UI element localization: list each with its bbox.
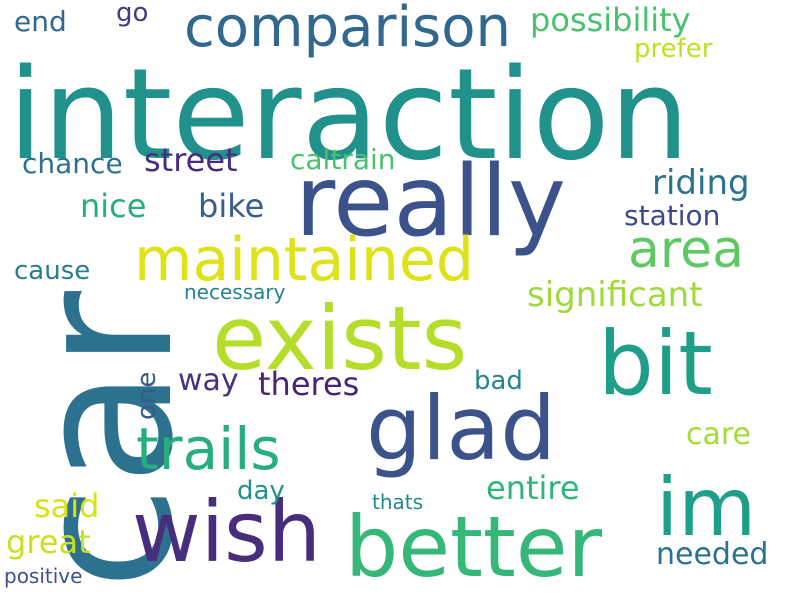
word-great: great — [6, 523, 91, 561]
word-really: really — [295, 145, 566, 259]
word-entire: entire — [486, 469, 580, 507]
word-glad: glad — [366, 377, 557, 480]
word-area: area — [628, 220, 744, 280]
word-maintained: maintained — [134, 225, 474, 295]
word-way: way — [178, 363, 239, 398]
word-street: street — [144, 141, 238, 179]
word-end: end — [14, 5, 67, 38]
word-nice: nice — [80, 187, 147, 225]
word-go: go — [116, 0, 149, 28]
word-thats: thats — [372, 490, 424, 514]
word-prefer: prefer — [634, 34, 713, 64]
word-comparison: comparison — [184, 0, 511, 60]
word-said: said — [34, 487, 100, 525]
word-exists: exists — [212, 287, 468, 390]
word-necessary: necessary — [184, 280, 286, 304]
word-cause: cause — [14, 256, 91, 286]
word-better: better — [345, 498, 603, 596]
word-bad: bad — [474, 366, 523, 396]
word-possibility: possibility — [530, 1, 691, 39]
word-interaction: interaction — [8, 41, 690, 188]
word-trails: trails — [136, 415, 281, 483]
word-wish: wish — [132, 483, 322, 581]
word-bike: bike — [198, 187, 265, 225]
word-im: im — [656, 461, 757, 554]
word-one: one — [132, 371, 162, 420]
word-care: care — [686, 417, 752, 452]
word-chance: chance — [22, 147, 123, 180]
word-positive: positive — [4, 564, 83, 588]
word-caltrain: caltrain — [290, 143, 396, 176]
word-significant: significant — [527, 275, 703, 315]
word-needed: needed — [656, 537, 769, 572]
word-day: day — [237, 476, 285, 506]
word-riding: riding — [652, 163, 750, 203]
word-theres: theres — [258, 365, 360, 403]
word-station: station — [624, 199, 721, 232]
word-bit: bit — [598, 312, 713, 415]
